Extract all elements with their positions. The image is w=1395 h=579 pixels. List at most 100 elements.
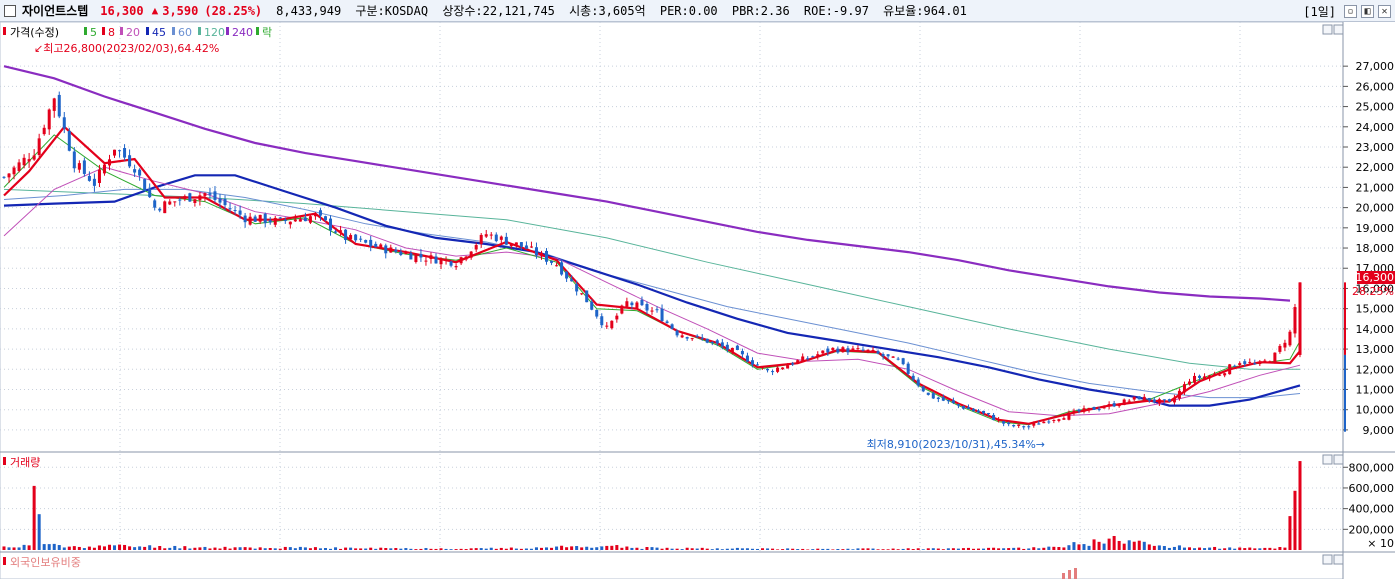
candle-body [745, 355, 749, 362]
volume-bar [444, 548, 448, 550]
volume-bar [645, 547, 649, 550]
select-checkbox[interactable] [4, 4, 16, 17]
candle-body [444, 259, 448, 261]
volume-bar [474, 548, 478, 550]
volume-bar [705, 548, 709, 550]
volume-bar [384, 548, 388, 550]
candle-body [881, 354, 885, 357]
candle-body [725, 344, 729, 350]
volume-bar [323, 548, 327, 550]
volume-bar [1137, 540, 1141, 550]
price-tick-label: 10,000 [1356, 404, 1395, 417]
candle-body [1022, 426, 1026, 428]
candle-body [730, 347, 734, 353]
candle-body [1092, 406, 1096, 410]
foreign-panel-buttons[interactable] [1322, 554, 1344, 565]
candle-body [550, 260, 554, 263]
price-tick-label: 20,000 [1356, 202, 1395, 215]
candle-body [1238, 363, 1242, 365]
candle-body [102, 164, 106, 174]
candle-body [1097, 408, 1101, 410]
volume-bar [107, 544, 111, 550]
volume-bar [660, 548, 664, 550]
volume-bar [158, 546, 162, 550]
volume-bar [761, 548, 765, 550]
volume-bar [329, 548, 333, 550]
volume-bar [881, 549, 885, 550]
volume-bar [635, 547, 639, 550]
price-tick-label: 11,000 [1356, 383, 1395, 396]
candle-body [1228, 364, 1232, 375]
candle-body [1248, 361, 1252, 363]
candle-body [755, 364, 759, 366]
volume-panel[interactable] [0, 451, 1344, 553]
candle-body [359, 238, 363, 240]
volume-bar [680, 549, 684, 550]
candle-body [1137, 396, 1141, 400]
candle-body [776, 367, 780, 372]
roe-value: ROE:-9.97 [803, 4, 869, 18]
legend-ma8: 8 [108, 26, 115, 39]
candle-body [766, 368, 770, 371]
volume-bar [1213, 546, 1217, 550]
volume-bar [600, 546, 604, 550]
volume-bar [1203, 548, 1207, 550]
volume-bar [1177, 545, 1181, 550]
volume-bar [866, 548, 870, 550]
volume-bar [1182, 547, 1186, 550]
legend-ma5: 5 [90, 26, 97, 39]
up-arrow-icon: ▲ [151, 4, 159, 17]
per-value: PER:0.00 [659, 4, 718, 18]
volume-bar [143, 546, 147, 550]
volume-bar [67, 546, 71, 550]
candle-body [484, 234, 488, 237]
volume-bar [223, 546, 227, 550]
volume-bar [1263, 547, 1267, 550]
legend-ma60: 60 [178, 26, 192, 39]
period-selector[interactable]: [1일] [1303, 5, 1336, 19]
price-panel[interactable] [0, 22, 1344, 453]
volume-bar [213, 547, 217, 550]
current-price-tag-pct: 28.25% [1352, 285, 1394, 298]
volume-bar [484, 548, 488, 550]
candle-body [1117, 404, 1121, 407]
volume-bar [886, 549, 890, 550]
volume-panel-buttons[interactable] [1322, 454, 1344, 465]
candle-body [22, 157, 26, 166]
volume-bar [1017, 547, 1021, 550]
maximize-icon[interactable]: ◧ [1361, 5, 1374, 18]
price-tick-label: 13,000 [1356, 343, 1395, 356]
ma60-line [3, 188, 1301, 399]
candle-body [856, 348, 860, 350]
volume-bar [826, 548, 830, 550]
volume-bar [565, 547, 569, 550]
volume-bar [133, 547, 137, 550]
volume-bar [786, 548, 790, 550]
volume-bar [811, 549, 815, 550]
candle-body [203, 193, 207, 196]
minimize-icon[interactable]: ▫ [1344, 5, 1357, 18]
volume-bar [1052, 546, 1056, 550]
volume-bar [1273, 548, 1277, 550]
volume-bar [1172, 546, 1176, 550]
candle-body [710, 341, 714, 343]
volume-bar [1162, 546, 1166, 550]
candle-body [1223, 373, 1227, 376]
volume-bar [178, 548, 182, 550]
volume-bar [1198, 547, 1202, 550]
candle-body [238, 210, 242, 215]
y-axis-area[interactable] [1343, 22, 1395, 579]
volume-bar [926, 548, 930, 550]
close-icon[interactable]: ✕ [1378, 5, 1391, 18]
price-panel-buttons[interactable] [1322, 24, 1344, 35]
candle-body [193, 199, 197, 203]
candle-body [514, 242, 518, 245]
candle-body [906, 363, 910, 374]
candle-body [258, 214, 262, 222]
volume-bar [349, 547, 353, 550]
candle-body [1147, 397, 1151, 401]
foreign-ownership-panel[interactable] [0, 551, 1344, 579]
stock-chart[interactable]: 9,000 10,000 11,000 12,000 13,000 14,000 15,00… [0, 22, 1395, 579]
candle-body [384, 245, 388, 254]
volume-bar [1187, 547, 1191, 550]
